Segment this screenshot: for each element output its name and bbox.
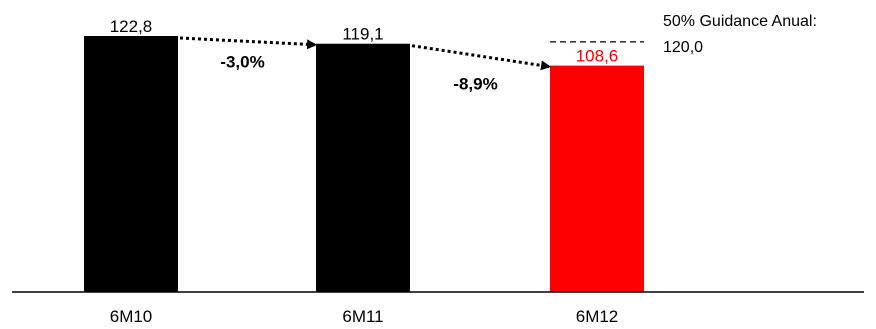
value-label-6m10: 122,8 [110,17,153,36]
bars-layer [84,36,644,293]
change-arrow-2 [411,44,551,71]
labels-layer: 122,8 6M10 119,1 6M11 108,6 6M12 -3,0% -8,9% [110,17,619,326]
change-label-1: -3,0% [220,53,264,72]
change-arrows-layer [179,36,551,71]
value-label-6m12: 108,6 [576,47,619,66]
bar-6m11 [316,43,410,293]
bar-6m10 [84,36,178,292]
x-tick-label-6m10: 6M10 [110,307,153,326]
guidance-label-line1: 50% Guidance Anual: [663,13,817,30]
guidance-label-value: 120,0 [663,39,703,56]
change-label-2: -8,9% [453,75,497,94]
value-label-6m11: 119,1 [342,25,383,44]
change-arrow-1 [179,36,317,50]
bar-6m12 [550,65,644,292]
x-tick-label-6m11: 6M11 [342,307,383,326]
guidance-layer: 50% Guidance Anual: 120,0 [550,13,817,56]
x-tick-label-6m12: 6M12 [576,307,619,326]
